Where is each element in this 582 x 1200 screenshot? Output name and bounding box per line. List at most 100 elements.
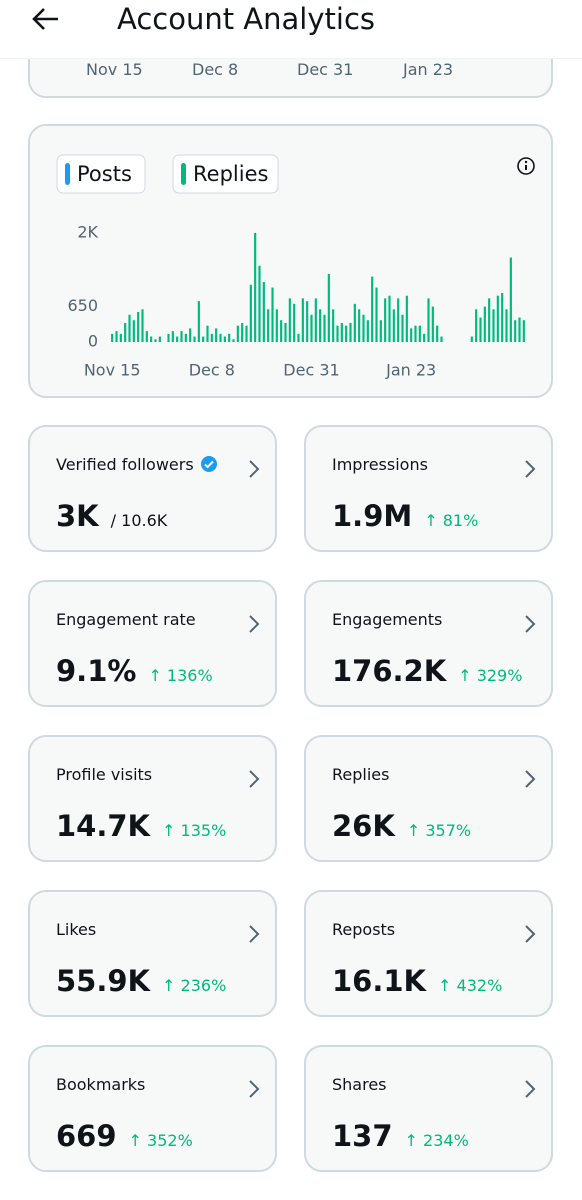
- metric-change: ↑ 136%: [148, 666, 213, 685]
- metric-label: Replies: [332, 765, 389, 784]
- verified-badge: [200, 456, 217, 472]
- chevron: [525, 615, 536, 633]
- title: Account Analytics: [117, 2, 375, 36]
- bar: [280, 320, 283, 342]
- legend-swatch: [181, 163, 186, 185]
- legend-label: Posts: [77, 162, 132, 186]
- metric-card[interactable]: Reposts 16.1K ↑ 432%: [304, 890, 553, 1017]
- bar: [418, 325, 421, 342]
- bar: [306, 301, 309, 342]
- bar: [193, 336, 196, 342]
- metric-total: / 10.6K: [110, 511, 168, 530]
- x-label: Dec 31: [297, 60, 354, 79]
- metric-label-text: Impressions: [332, 455, 428, 474]
- metric-label: Likes: [56, 920, 96, 939]
- metric-value-text: 1.9M: [332, 499, 413, 533]
- bar: [297, 333, 300, 342]
- metric-change: ↑ 357%: [406, 821, 472, 840]
- bar: [436, 325, 439, 342]
- bar: [206, 325, 209, 342]
- metric-label: Reposts: [332, 920, 395, 939]
- bar: [124, 322, 127, 342]
- metric-label-text: Bookmarks: [56, 1075, 146, 1094]
- metric-card[interactable]: Replies 26K ↑ 357%: [304, 735, 553, 862]
- metric-card[interactable]: Bookmarks 669 ↑ 352%: [28, 1045, 277, 1172]
- bar: [423, 333, 426, 342]
- metric-value: 1.9M ↑ 81%: [332, 499, 478, 533]
- metric-card[interactable]: Engagements 176.2K ↑ 329%: [304, 580, 553, 707]
- legend-chip: [56, 154, 146, 194]
- bar: [522, 320, 525, 342]
- bar: [479, 317, 482, 342]
- metric-label: Engagements: [332, 610, 442, 629]
- bar: [379, 320, 382, 342]
- metric-value-text: 669: [56, 1119, 117, 1153]
- bar: [180, 331, 183, 342]
- metric-label-text: Engagements: [332, 610, 443, 629]
- metric-change: ↑ 135%: [162, 821, 227, 840]
- bar: [197, 301, 200, 342]
- bar: [254, 233, 257, 342]
- metric-change: ↑ 81%: [424, 511, 479, 530]
- bar: [215, 328, 218, 342]
- bar: [111, 333, 114, 342]
- bar: [431, 306, 434, 342]
- bar: [284, 322, 287, 342]
- info-icon[interactable]: [517, 157, 535, 175]
- bar: [488, 298, 491, 342]
- back-button[interactable]: [30, 6, 60, 32]
- metric-card[interactable]: Shares 137 ↑ 234%: [304, 1045, 553, 1172]
- bar: [336, 325, 339, 342]
- header: Account Analytics: [0, 0, 582, 59]
- bar: [132, 320, 135, 342]
- metric-value: 55.9K ↑ 236%: [56, 964, 226, 998]
- bar: [245, 325, 248, 342]
- bar: [392, 309, 395, 342]
- bar: [158, 336, 161, 342]
- bar: [184, 333, 187, 342]
- bar: [388, 295, 391, 342]
- bar: [271, 287, 274, 342]
- bar: [358, 309, 361, 342]
- chevron: [249, 1080, 260, 1098]
- metric-card[interactable]: Profile visits 14.7K ↑ 135%: [28, 735, 277, 862]
- bar: [262, 282, 265, 342]
- metric-card[interactable]: Likes 55.9K ↑ 236%: [28, 890, 277, 1017]
- bar: [145, 331, 148, 342]
- x-label: Nov 15: [86, 60, 143, 79]
- bar: [228, 333, 231, 342]
- metric-change: ↑ 352%: [128, 1131, 193, 1150]
- bar: [518, 317, 521, 342]
- metric-value-text: 176.2K: [332, 654, 447, 688]
- bar: [141, 309, 144, 342]
- bar: [223, 336, 226, 342]
- chevron: [525, 1080, 536, 1098]
- y-tick-label: 650: [67, 296, 98, 315]
- metric-card[interactable]: Engagement rate 9.1% ↑ 136%: [28, 580, 277, 707]
- metric-value: 176.2K ↑ 329%: [332, 654, 522, 688]
- chevron: [525, 770, 536, 788]
- metric-label-text: Engagement rate: [56, 610, 196, 629]
- bar: [275, 309, 278, 342]
- bar: [219, 333, 222, 342]
- bar: [232, 339, 235, 342]
- bar: [492, 309, 495, 342]
- bar: [427, 298, 430, 342]
- bar: [410, 328, 413, 342]
- metric-label-text: Verified followers: [56, 455, 194, 474]
- chevron: [249, 770, 260, 788]
- legend-swatch: [65, 163, 70, 185]
- metric-label-text: Shares: [332, 1075, 387, 1094]
- bar: [119, 333, 122, 342]
- bar: [414, 325, 417, 342]
- x-tick-label: Dec 31: [283, 361, 339, 380]
- x-label: Jan 23: [403, 60, 454, 79]
- bar: [470, 336, 473, 342]
- bar: [327, 273, 330, 342]
- metric-label: Verified followers: [56, 455, 218, 474]
- metric-card[interactable]: Verified followers 3K / 10.6K: [28, 425, 277, 552]
- bar: [405, 295, 408, 342]
- bar: [115, 331, 118, 342]
- metric-card[interactable]: Impressions 1.9M ↑ 81%: [304, 425, 553, 552]
- bar: [301, 298, 304, 342]
